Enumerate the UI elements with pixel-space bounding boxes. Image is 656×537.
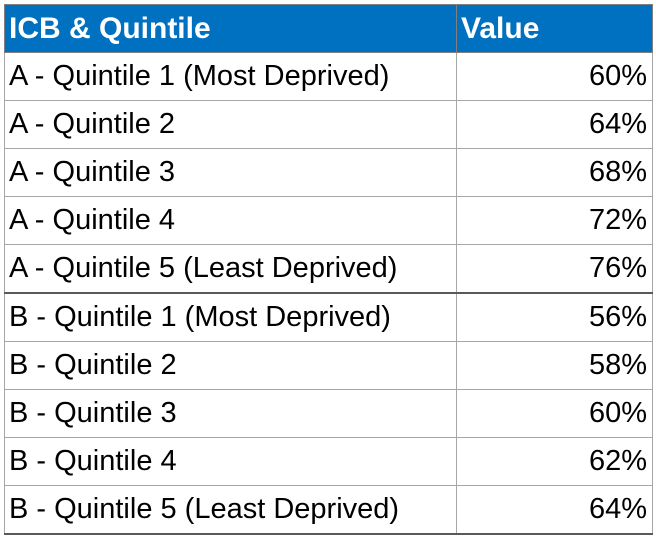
header-cell-icb-quintile[interactable]: ICB & Quintile (4, 4, 457, 53)
header-cell-value[interactable]: Value (456, 4, 653, 53)
label-cell[interactable]: B - Quintile 4 (4, 437, 457, 486)
label-cell[interactable]: B - Quintile 1 (Most Deprived) (4, 292, 457, 342)
value-cell[interactable]: 68% (456, 148, 653, 197)
value-cell[interactable]: 60% (456, 52, 653, 101)
value-cell[interactable]: 64% (456, 485, 653, 535)
icb-quintile-table: ICB & Quintile Value A - Quintile 1 (Mos… (4, 4, 653, 535)
value-cell[interactable]: 76% (456, 244, 653, 294)
value-cell[interactable]: 72% (456, 196, 653, 245)
label-cell[interactable]: B - Quintile 3 (4, 389, 457, 438)
table-row: A - Quintile 3 68% (4, 148, 653, 197)
label-cell[interactable]: A - Quintile 1 (Most Deprived) (4, 52, 457, 101)
table-row: B - Quintile 4 62% (4, 437, 653, 486)
table-row: B - Quintile 1 (Most Deprived) 56% (4, 292, 653, 342)
value-cell[interactable]: 64% (456, 100, 653, 149)
label-cell[interactable]: A - Quintile 5 (Least Deprived) (4, 244, 457, 294)
table-row: A - Quintile 2 64% (4, 100, 653, 149)
label-cell[interactable]: A - Quintile 4 (4, 196, 457, 245)
label-cell[interactable]: B - Quintile 2 (4, 341, 457, 390)
value-cell[interactable]: 56% (456, 292, 653, 342)
table-row: B - Quintile 5 (Least Deprived) 64% (4, 485, 653, 535)
header-row: ICB & Quintile Value (4, 4, 653, 53)
table-row: A - Quintile 5 (Least Deprived) 76% (4, 244, 653, 294)
value-cell[interactable]: 60% (456, 389, 653, 438)
table-row: B - Quintile 3 60% (4, 389, 653, 438)
label-cell[interactable]: A - Quintile 3 (4, 148, 457, 197)
table-row: A - Quintile 1 (Most Deprived) 60% (4, 52, 653, 101)
table-row: A - Quintile 4 72% (4, 196, 653, 245)
spreadsheet-table-region: ICB & Quintile Value A - Quintile 1 (Mos… (4, 4, 653, 535)
label-cell[interactable]: B - Quintile 5 (Least Deprived) (4, 485, 457, 535)
label-cell[interactable]: A - Quintile 2 (4, 100, 457, 149)
value-cell[interactable]: 62% (456, 437, 653, 486)
value-cell[interactable]: 58% (456, 341, 653, 390)
table-row: B - Quintile 2 58% (4, 341, 653, 390)
